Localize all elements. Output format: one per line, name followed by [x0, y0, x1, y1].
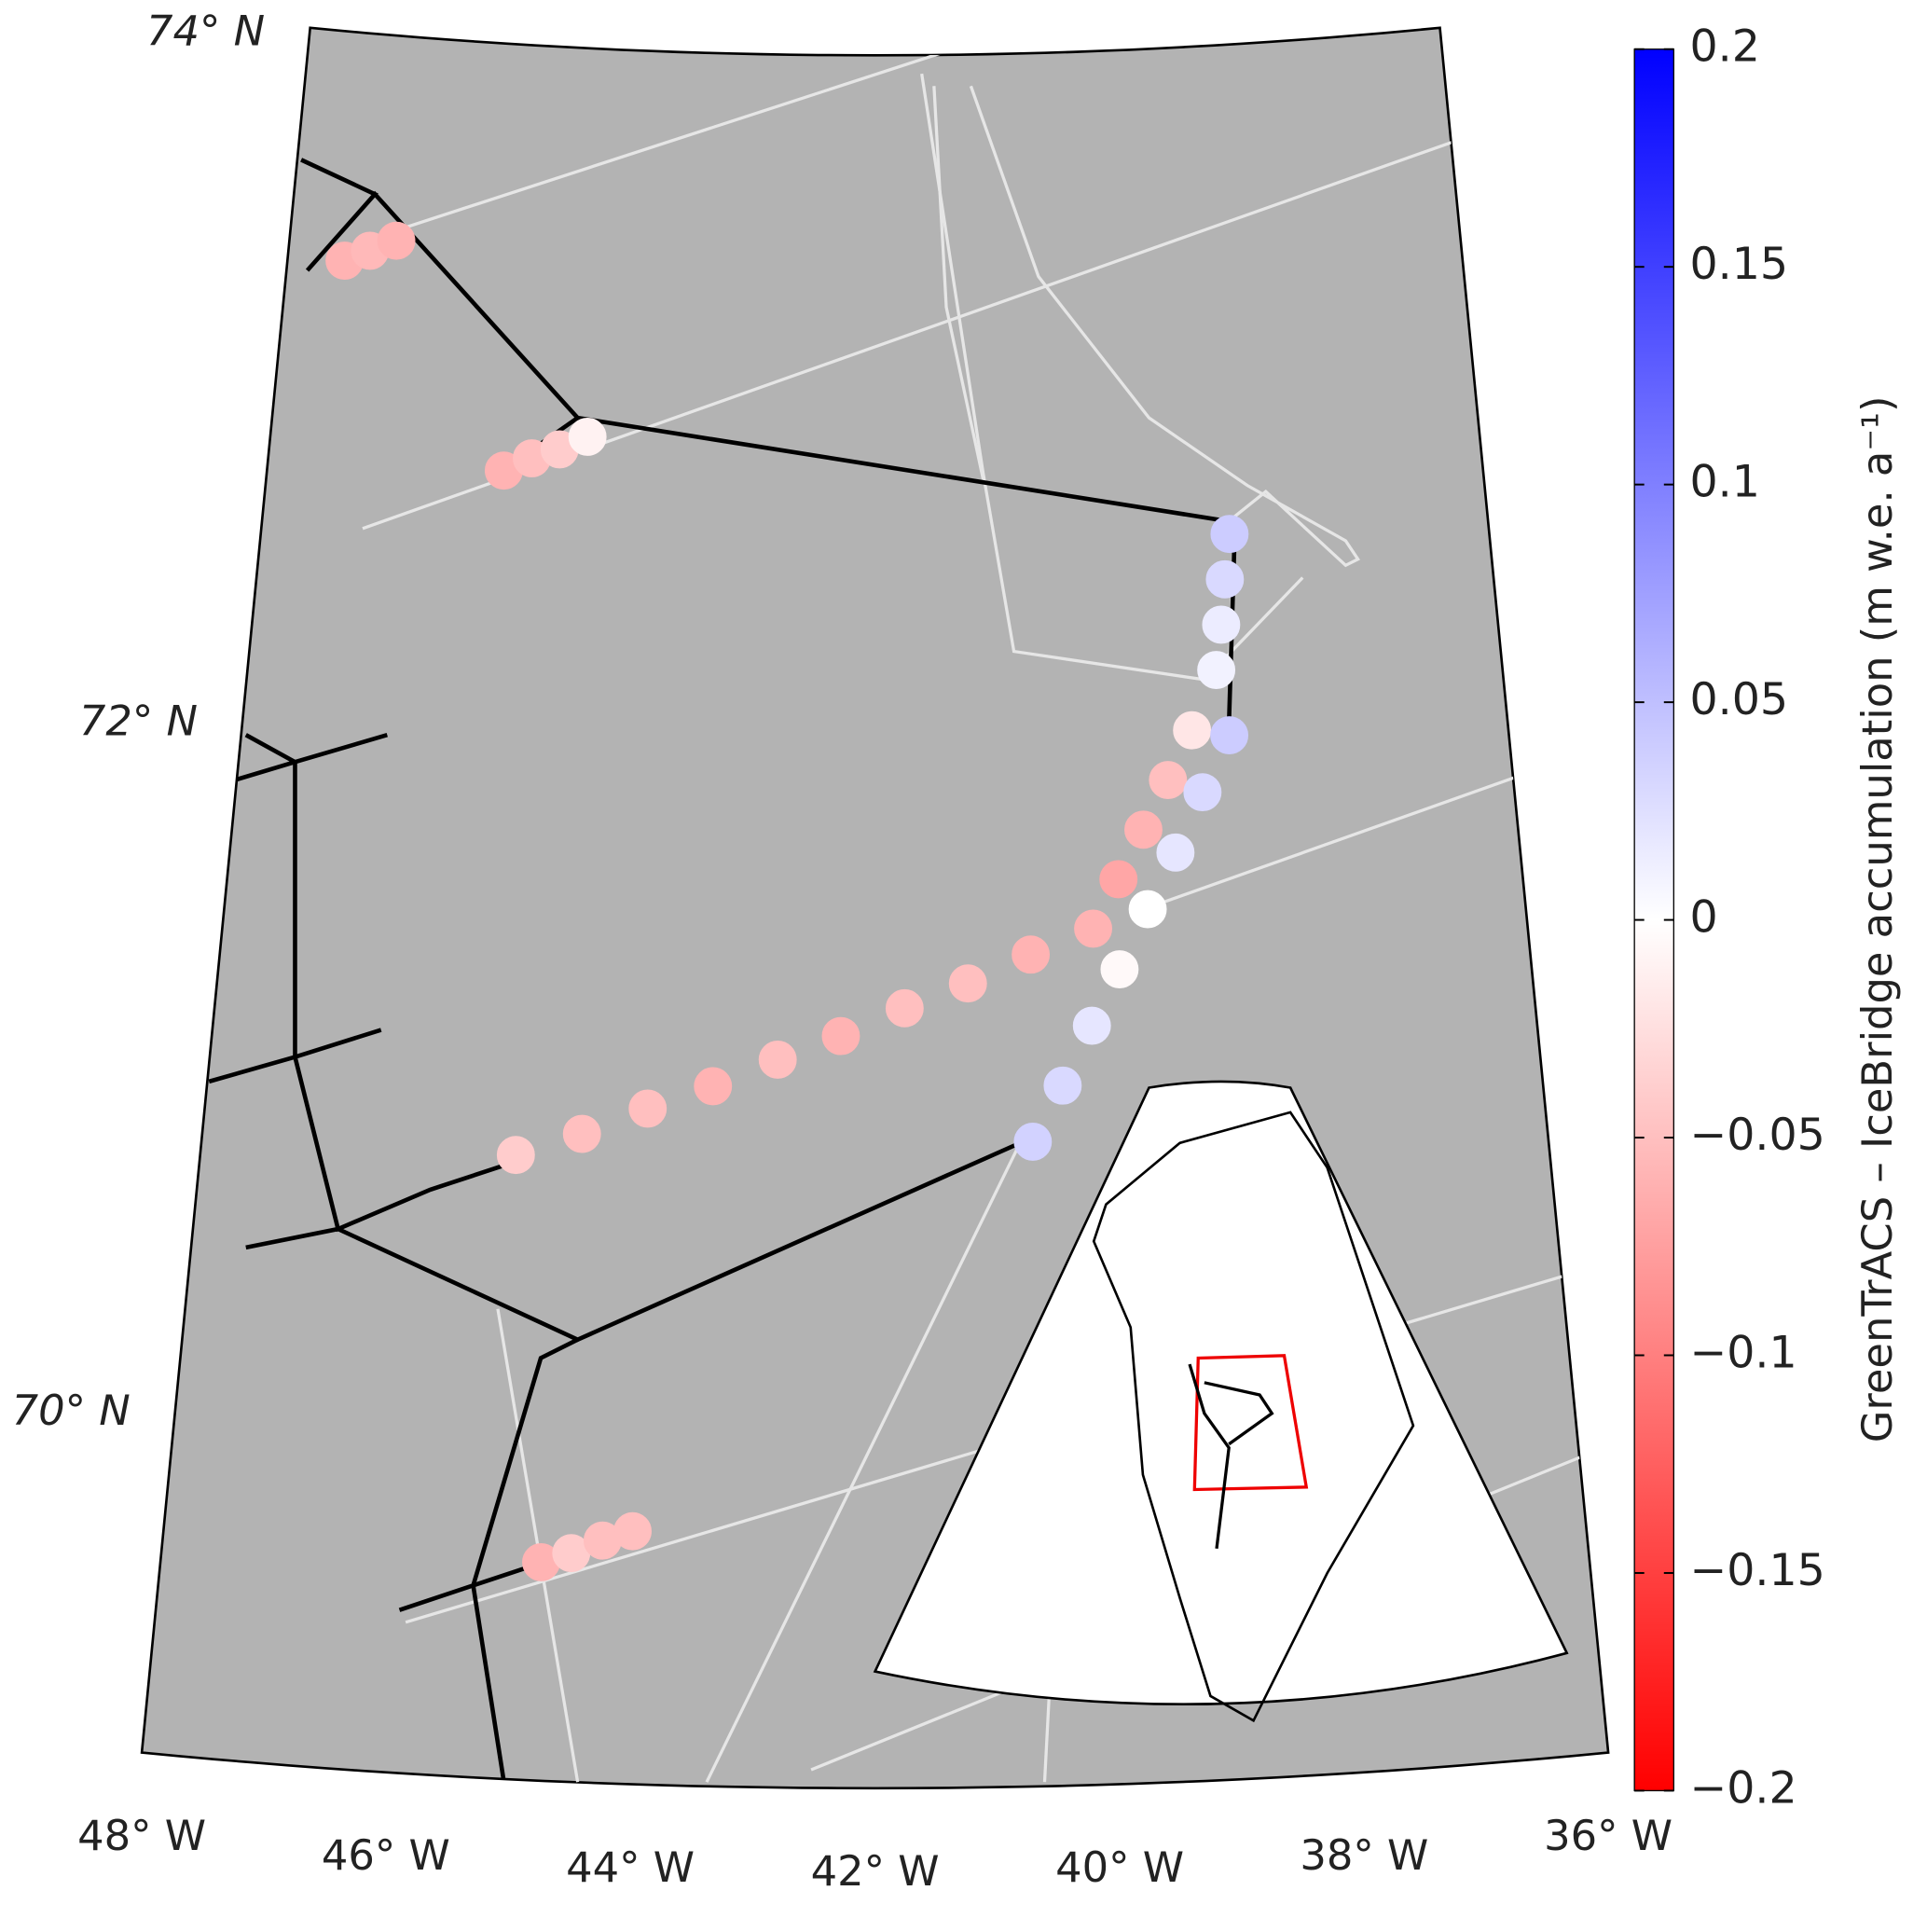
data-point	[1012, 935, 1051, 974]
colorbar-tick-label: 0.05	[1689, 674, 1788, 725]
colorbar-ticks: −0.2 −0.15 −0.1 −0.05 0 0.05 0.1 0.15 0.2	[1634, 21, 1825, 1814]
lat-label: 72° N	[79, 696, 198, 745]
data-point	[1205, 559, 1245, 599]
map-layers	[208, 27, 1599, 1783]
data-point	[613, 1511, 652, 1551]
colorbar-tick-label: −0.15	[1689, 1545, 1824, 1596]
lon-label: 46° W	[322, 1830, 450, 1880]
data-point	[694, 1067, 733, 1106]
data-point	[885, 988, 924, 1028]
data-point	[1149, 761, 1188, 800]
data-point	[496, 1136, 535, 1175]
colorbar-tick-label: 0.15	[1689, 239, 1788, 290]
lon-label: 42° W	[811, 1846, 940, 1896]
colorbar-tick-label: 0	[1689, 892, 1717, 944]
data-point	[1100, 950, 1139, 988]
lat-label: 70° N	[12, 1386, 131, 1435]
data-point	[1072, 1006, 1111, 1045]
data-point	[628, 1089, 668, 1128]
data-point	[1173, 711, 1212, 750]
flight-lines	[208, 158, 1238, 1783]
data-point	[1074, 909, 1112, 948]
data-point	[1197, 651, 1236, 690]
data-point	[758, 1041, 797, 1079]
colorbar-tick-label: −0.05	[1689, 1110, 1824, 1161]
inset-map	[873, 1080, 1569, 1723]
data-point	[568, 418, 607, 456]
data-point	[1128, 890, 1167, 929]
data-point	[562, 1114, 601, 1153]
data-point	[1210, 716, 1249, 755]
data-point	[948, 964, 987, 1003]
data-point	[377, 221, 416, 260]
lon-label: 44° W	[566, 1842, 695, 1892]
data-point	[1124, 810, 1163, 849]
data-point	[821, 1016, 860, 1056]
lat-label: 74° N	[146, 6, 265, 55]
data-point	[1202, 605, 1241, 644]
colorbar-tick-label: −0.1	[1689, 1327, 1796, 1378]
data-point	[1210, 515, 1249, 554]
colorbar-tick-label: −0.2	[1689, 1762, 1796, 1814]
axis-labels: 70° N 72° N 74° N 48° W 46° W 44° W 42° W 40° W…	[12, 6, 1672, 1896]
colorbar-label: GreenTrACS – IceBridge accumulation (m w…	[1852, 396, 1902, 1443]
track-points	[325, 221, 1249, 1581]
data-point	[1013, 1123, 1053, 1161]
data-point	[1099, 860, 1138, 899]
data-point	[1043, 1066, 1082, 1105]
data-point	[1156, 833, 1195, 872]
lon-label: 48° W	[77, 1811, 206, 1860]
colorbar-tick-label: 0.2	[1689, 21, 1759, 73]
lon-label: 38° W	[1300, 1830, 1428, 1880]
lon-label: 40° W	[1055, 1842, 1184, 1892]
colorbar-tick-label: 0.1	[1689, 457, 1759, 508]
data-point	[1183, 773, 1222, 812]
lon-label: 36° W	[1544, 1811, 1672, 1860]
